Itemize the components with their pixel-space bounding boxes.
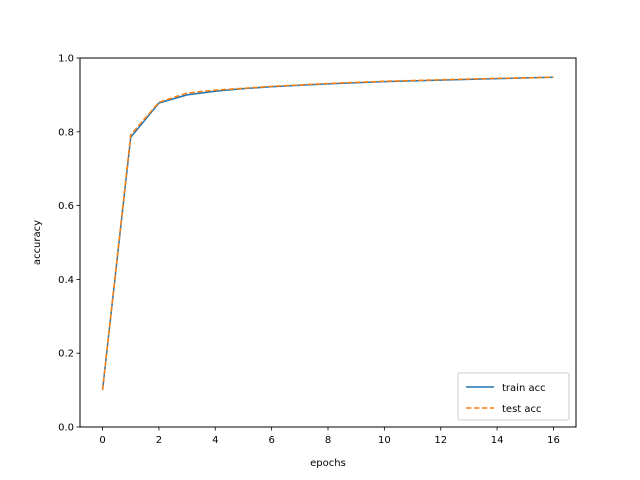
- x-tick-label: 8: [325, 435, 331, 446]
- y-tick-label: 0.0: [58, 423, 74, 434]
- series-line-1: [101, 76, 554, 391]
- x-tick-label: 2: [156, 435, 162, 446]
- legend-label: train acc: [502, 383, 546, 394]
- y-tick-label: 0.4: [58, 275, 74, 286]
- legend: train acc test acc: [457, 372, 570, 421]
- x-tick-label: 10: [378, 435, 391, 446]
- y-tick-label: 1.0: [58, 54, 74, 65]
- x-tick-label: 0: [99, 435, 105, 446]
- axes-frame: [79, 57, 577, 428]
- x-tick-label: 4: [212, 435, 218, 446]
- y-tick-label: 0.2: [58, 349, 74, 360]
- legend-label: test acc: [502, 404, 542, 415]
- series-line-0: [101, 76, 554, 391]
- x-tick-label: 16: [547, 435, 560, 446]
- x-axis-label: epochs: [310, 458, 346, 469]
- x-tick-label: 12: [434, 435, 447, 446]
- x-tick-label: 14: [491, 435, 504, 446]
- plot-lines: [101, 76, 554, 391]
- y-tick-label: 0.8: [58, 127, 74, 138]
- y-axis-ticks: 0.0 0.2 0.4 0.6 0.8 1.0: [58, 54, 80, 434]
- x-tick-label: 6: [268, 435, 274, 446]
- y-axis-label: accuracy: [32, 220, 43, 265]
- y-tick-label: 0.6: [58, 201, 74, 212]
- x-axis-ticks: 0 2 4 6 8 10 12 14 16: [99, 427, 560, 446]
